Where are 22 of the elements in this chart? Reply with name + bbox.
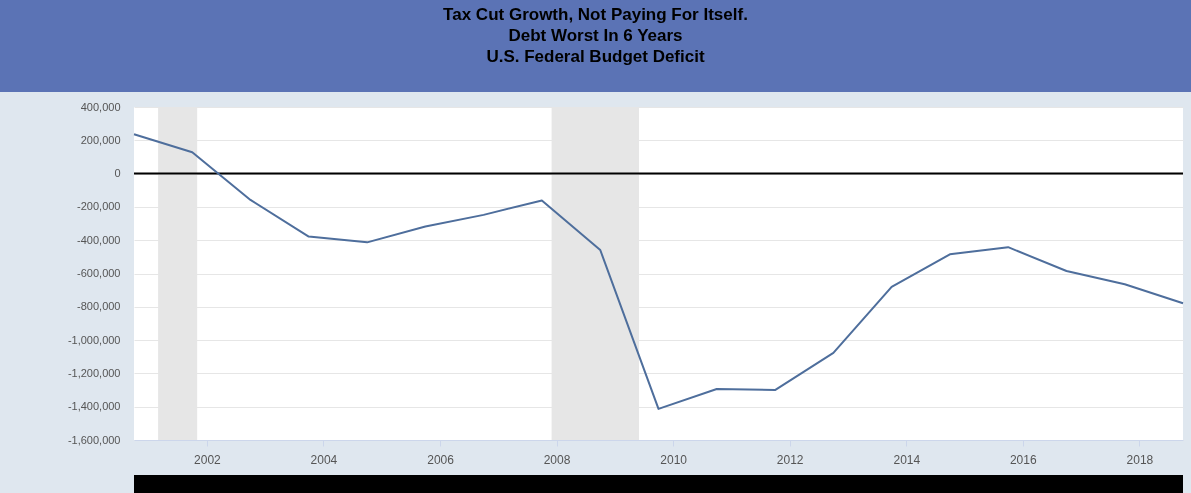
y-tick-label: 400,000 [80, 100, 121, 113]
y-tick-label: -1,600,000 [67, 433, 121, 446]
x-tick-label: 2010 [660, 452, 688, 467]
x-tick-label: 2012 [776, 452, 804, 467]
line-series [133, 133, 1184, 410]
x-tick-label: 2008 [543, 452, 571, 467]
x-tick-label: 2006 [427, 452, 455, 467]
y-tick-label: -800,000 [77, 300, 121, 313]
y-tick-label: 200,000 [80, 133, 121, 146]
x-tick-label: 2018 [1126, 452, 1154, 467]
x-tick-label: 2016 [1009, 452, 1037, 467]
y-tick-label: 0 [114, 167, 121, 180]
y-tick-label: -200,000 [77, 200, 121, 213]
y-tick-label: -1,400,000 [67, 400, 121, 413]
y-tick-label: -600,000 [77, 267, 121, 279]
y-tick-label: -1,000,000 [67, 333, 121, 346]
y-tick-label: -400,000 [77, 233, 121, 246]
x-tick-label: 2004 [310, 452, 338, 467]
chart-title: Tax Cut Growth, Not Paying For Itself. Debt Worst In 6 Years U.S. Federal Budget Deficit [0, 0, 1191, 92]
y-tick-label: -1,200,000 [67, 366, 121, 379]
x-tick-label: 2002 [194, 452, 222, 467]
x-tick-label: 2014 [893, 452, 921, 467]
